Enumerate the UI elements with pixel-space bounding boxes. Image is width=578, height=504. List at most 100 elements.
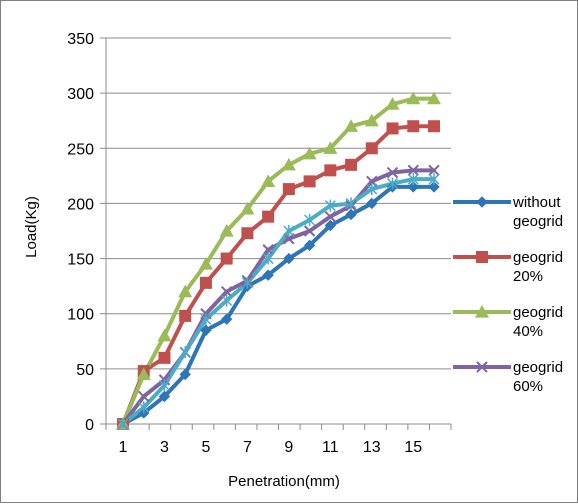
- x-tick-label: 15: [404, 439, 422, 456]
- data-point: [178, 284, 193, 298]
- x-stroke: [262, 244, 274, 256]
- data-point: [407, 173, 419, 186]
- x-stroke: [476, 361, 488, 373]
- data-point: [428, 181, 440, 193]
- data-point: [366, 183, 378, 196]
- data-point: [262, 269, 274, 281]
- legend-label: 20%: [513, 268, 543, 285]
- legend-entry: geogrid 20%: [453, 249, 563, 285]
- legend-swatch-marker: [476, 361, 488, 373]
- series-line-0: [121, 184, 436, 426]
- data-point: [324, 199, 336, 212]
- data-point: [428, 173, 440, 186]
- x-stroke: [303, 225, 316, 237]
- y-tick-label: 150: [67, 252, 94, 269]
- legend-swatch-marker: [476, 251, 488, 263]
- x-tick-label: 3: [160, 439, 169, 456]
- legend-swatch-marker: [476, 196, 488, 208]
- data-point: [138, 401, 150, 414]
- data-point: [179, 309, 192, 322]
- data-point: [262, 244, 274, 256]
- data-point: [241, 276, 253, 289]
- data-point: [198, 257, 213, 270]
- data-point: [200, 313, 212, 326]
- x-stroke: [386, 166, 399, 179]
- data-point: [179, 346, 191, 359]
- data-point: [179, 368, 191, 381]
- legend-swatch-marker: [475, 305, 489, 318]
- data-point: [199, 276, 212, 289]
- data-point: [345, 158, 358, 171]
- data-point: [219, 224, 234, 237]
- data-point: [386, 166, 399, 179]
- data-point: [345, 197, 357, 210]
- legend-label: 40%: [513, 323, 543, 340]
- x-stroke: [428, 164, 440, 177]
- x-tick-label: 5: [201, 439, 210, 456]
- data-point: [427, 91, 441, 105]
- data-point: [283, 225, 295, 237]
- series-markers: [116, 91, 441, 430]
- y-tick-label: 0: [85, 417, 94, 434]
- legend-label: geogrid: [513, 304, 563, 321]
- data-point: [158, 379, 170, 392]
- data-point: [158, 351, 171, 364]
- legend-label: without: [512, 194, 561, 211]
- data-point: [428, 164, 440, 177]
- x-tick-label: 11: [322, 439, 339, 456]
- data-point: [366, 197, 378, 210]
- y-tick-label: 300: [67, 86, 94, 103]
- series-lines: [121, 96, 436, 426]
- data-point: [345, 208, 357, 221]
- data-point: [221, 294, 233, 307]
- data-point: [241, 227, 254, 240]
- data-point: [158, 390, 171, 403]
- x-tick-label: 13: [363, 439, 381, 456]
- y-tick-label: 50: [76, 362, 94, 379]
- data-point: [220, 313, 233, 325]
- data-point: [323, 141, 338, 154]
- legend-label: geogrid: [513, 249, 563, 266]
- data-point: [303, 175, 316, 188]
- data-point: [262, 252, 274, 265]
- data-point: [428, 120, 440, 133]
- data-point: [385, 97, 400, 110]
- x-tick-label: 9: [284, 439, 293, 456]
- series-line-2: [121, 96, 436, 426]
- legend-entry: geogrid 60%: [453, 359, 563, 395]
- data-point: [407, 181, 419, 193]
- data-point: [304, 213, 316, 226]
- x-stroke: [138, 390, 150, 403]
- data-point: [303, 225, 316, 237]
- data-point: [386, 122, 399, 135]
- series-line-1: [121, 124, 436, 426]
- y-tick-label: 100: [67, 307, 94, 324]
- data-point: [282, 183, 295, 196]
- series-line-3: [121, 168, 436, 426]
- data-point: [324, 210, 337, 223]
- data-point: [262, 210, 275, 223]
- y-tick-label: 350: [67, 31, 94, 48]
- data-point: [281, 157, 296, 171]
- legend-label: geogrid: [513, 359, 563, 376]
- data-point: [365, 142, 378, 155]
- x-tick-label: 7: [243, 439, 252, 456]
- legend-entry: without geogrid: [453, 194, 563, 230]
- legend-entry: geogrid 40%: [453, 304, 563, 340]
- data-point: [157, 328, 172, 342]
- y-tick-label: 250: [67, 141, 94, 158]
- y-tick-label: 200: [67, 196, 94, 213]
- data-point: [240, 201, 255, 215]
- x-stroke: [324, 210, 337, 223]
- legend: withoutgeogridgeogrid20%geogrid40%geogri…: [453, 194, 563, 395]
- data-point: [364, 113, 379, 127]
- x-tick-label: 1: [119, 439, 128, 456]
- data-point: [387, 177, 399, 190]
- data-point: [324, 164, 337, 177]
- y-axis-title: Load(Kg): [23, 196, 40, 258]
- data-point: [220, 252, 233, 265]
- legend-label: geogrid: [513, 213, 563, 230]
- x-axis-title: Penetration(mm): [228, 473, 340, 490]
- data-point: [117, 418, 129, 430]
